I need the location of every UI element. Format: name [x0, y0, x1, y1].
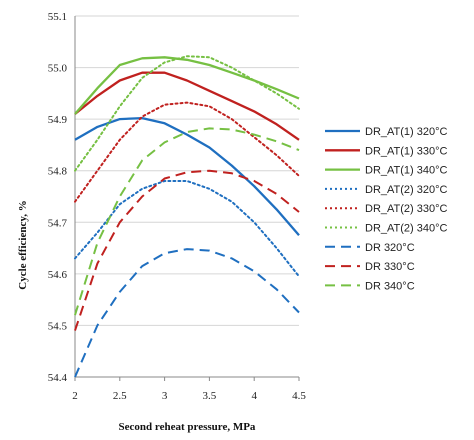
- x-tick-label: 2.5: [113, 390, 127, 402]
- legend-label: DR_AT(1) 320°C: [365, 126, 447, 138]
- y-tick-label: 54.4: [48, 372, 68, 384]
- series-line-6: [74, 55, 300, 172]
- x-tick-label: 3: [162, 390, 168, 402]
- legend-label: DR_AT(2) 320°C: [365, 184, 447, 196]
- series-line-4: [74, 180, 300, 278]
- x-tick-labels: 2 2.5 3 3.5 4 4.5: [72, 390, 306, 402]
- legend-label: DR_AT(1) 340°C: [365, 165, 447, 177]
- y-tick-label: 54.6: [48, 269, 68, 281]
- x-tick-label: 2: [72, 390, 78, 402]
- y-tick-label: 55.1: [48, 11, 67, 23]
- y-axis-title: Cycle efficiency, %: [17, 200, 29, 290]
- series-line-1: [74, 116, 300, 236]
- series-lines: [74, 55, 300, 378]
- series-line-8: [74, 169, 300, 331]
- legend: DR_AT(1) 320°C DR_AT(1) 330°C DR_AT(1) 340…: [325, 126, 447, 292]
- y-tick-labels: 54.4 54.5 54.6 54.7 54.8 54.9 55.0 55.1: [48, 11, 68, 384]
- axes: [74, 16, 300, 381]
- series-line-5: [74, 101, 300, 203]
- series-line-7: [74, 248, 300, 378]
- legend-label: DR_AT(1) 330°C: [365, 145, 447, 157]
- gridlines: [75, 15, 299, 326]
- legend-label: DR 330°C: [365, 261, 415, 273]
- y-tick-label: 55.0: [48, 63, 68, 75]
- x-axis-title: Second reheat pressure, MPa: [119, 421, 256, 433]
- y-tick-label: 54.9: [48, 114, 68, 126]
- x-tick-label: 4.5: [292, 390, 306, 402]
- y-tick-label: 54.5: [48, 320, 68, 332]
- x-tick-label: 3.5: [203, 390, 217, 402]
- legend-label: DR_AT(2) 340°C: [365, 223, 447, 235]
- y-tick-label: 54.7: [48, 217, 68, 229]
- legend-label: DR 340°C: [365, 280, 415, 292]
- y-tick-label: 54.8: [48, 166, 68, 178]
- x-tick-label: 4: [251, 390, 257, 402]
- legend-label: DR 320°C: [365, 242, 415, 254]
- legend-label: DR_AT(2) 330°C: [365, 203, 447, 215]
- series-line-3: [74, 56, 300, 115]
- series-line-2: [74, 71, 300, 141]
